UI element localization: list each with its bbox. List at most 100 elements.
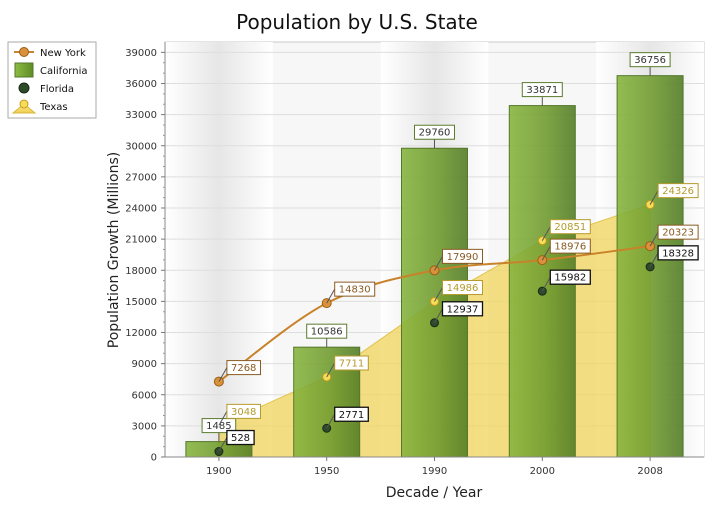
label-leader (326, 362, 336, 378)
label-text: 3048 (231, 407, 256, 418)
label-text: 29760 (419, 128, 451, 139)
x-tick-label: 1900 (206, 466, 231, 477)
y-tick-label: 6000 (132, 390, 157, 401)
label-leader (326, 288, 336, 304)
label-box (201, 418, 237, 434)
x-tick-label: 1950 (314, 466, 339, 477)
label-text: 15982 (554, 273, 586, 284)
label-box (334, 355, 369, 371)
california-value-label: 10586 (306, 323, 348, 348)
label-box (657, 245, 699, 261)
legend-item: California (14, 62, 88, 78)
california-value-label: 29760 (414, 124, 455, 149)
florida-value-label: 12937 (434, 301, 484, 324)
y-tick-label: 39000 (125, 48, 157, 59)
new-york-value-label: 20323 (649, 224, 699, 247)
california-value-label: 1485 (201, 418, 237, 442)
x-tick-label: 2000 (530, 466, 555, 477)
label-leader (218, 437, 228, 452)
label-leader (434, 287, 443, 302)
texas-value-label: 24326 (649, 183, 699, 205)
label-box (657, 183, 699, 199)
label-text: 12937 (447, 304, 479, 315)
label-box (414, 124, 455, 140)
x-axis-title: Decade / Year (386, 485, 483, 501)
legend-marker-icon (18, 82, 30, 94)
texas-value-label: 14986 (434, 280, 483, 302)
label-box (226, 360, 261, 376)
label-text: 1485 (206, 421, 231, 432)
y-tick-label: 30000 (125, 141, 157, 152)
new-york-value-label: 18976 (541, 238, 591, 261)
y-tick-label: 21000 (125, 235, 157, 246)
legend-bar-icon (14, 62, 34, 78)
label-text: 18328 (662, 248, 694, 259)
y-tick-label: 18000 (125, 266, 157, 277)
texas-value-label: 7711 (326, 355, 369, 378)
label-text: 36756 (634, 55, 666, 66)
label-box (226, 403, 261, 419)
label-leader (326, 414, 336, 429)
florida-value-label: 15982 (541, 269, 591, 292)
legend-label: New York (40, 48, 86, 59)
x-axis-ticks: 1900 1950 1990 2000 2008 (206, 457, 663, 477)
label-leader (434, 308, 443, 324)
legend-label: California (40, 66, 88, 77)
legend-marker-icon (19, 47, 29, 57)
new-york-value-label: 17990 (434, 248, 483, 271)
label-text: 33871 (526, 85, 558, 96)
y-tick-label: 15000 (125, 297, 157, 308)
new-york-value-label: 14830 (326, 281, 376, 304)
label-text: 14830 (339, 285, 371, 296)
label-box (657, 224, 699, 240)
florida-value-label: 2771 (326, 406, 369, 429)
y-tick-label: 27000 (125, 172, 157, 183)
x-tick-label: 1990 (422, 466, 447, 477)
label-text: 24326 (662, 186, 694, 197)
label-text: 18976 (554, 242, 586, 253)
label-text: 17990 (447, 252, 479, 263)
y-axis-title: Population Growth (Millions) (106, 152, 122, 348)
texas-value-label: 20851 (541, 219, 591, 241)
category-band (165, 42, 273, 457)
label-leader (218, 367, 228, 382)
y-tick-label: 3000 (132, 421, 157, 432)
legend-label: Texas (39, 102, 68, 113)
y-tick-label: 33000 (125, 110, 157, 121)
label-text: 2771 (339, 410, 364, 421)
label-leader (434, 256, 443, 271)
label-leader (218, 411, 228, 426)
data-labels-layer: 1485 10586 29760 33871 36756 7268 14830 17990 18… (201, 52, 699, 452)
label-text: 7711 (339, 358, 364, 369)
y-tick-label: 24000 (125, 204, 157, 215)
label-box (549, 238, 591, 254)
y-tick-label: 9000 (132, 359, 157, 370)
label-leader (649, 190, 659, 205)
label-box (549, 269, 591, 285)
x-tick-label: 2008 (637, 466, 662, 477)
legend-label: Florida (40, 84, 74, 95)
label-leader (541, 245, 551, 261)
label-box (226, 429, 255, 446)
label-leader (541, 226, 551, 241)
y-tick-label: 0 (151, 453, 157, 464)
legend-item: New York (14, 47, 86, 59)
legend: New York California Florida Texas (7, 41, 97, 119)
texas-value-label: 3048 (218, 403, 261, 426)
label-box (442, 248, 483, 264)
label-box (334, 406, 369, 422)
label-text: 7268 (231, 363, 256, 374)
y-axis-ticks: 0 3000 6000 9000 12000 15000 18000 21000 24000 27… (125, 48, 165, 464)
legend-marker-icon (19, 99, 29, 109)
florida-value-label: 528 (218, 429, 255, 452)
label-box (629, 52, 671, 68)
legend-item: Texas (11, 99, 68, 114)
y-tick-label: 12000 (125, 328, 157, 339)
legend-item: Florida (18, 82, 74, 95)
label-text: 14986 (447, 283, 479, 294)
label-box (442, 280, 483, 296)
label-box (306, 323, 348, 339)
label-box (441, 301, 484, 317)
florida-value-label: 18328 (649, 245, 699, 268)
